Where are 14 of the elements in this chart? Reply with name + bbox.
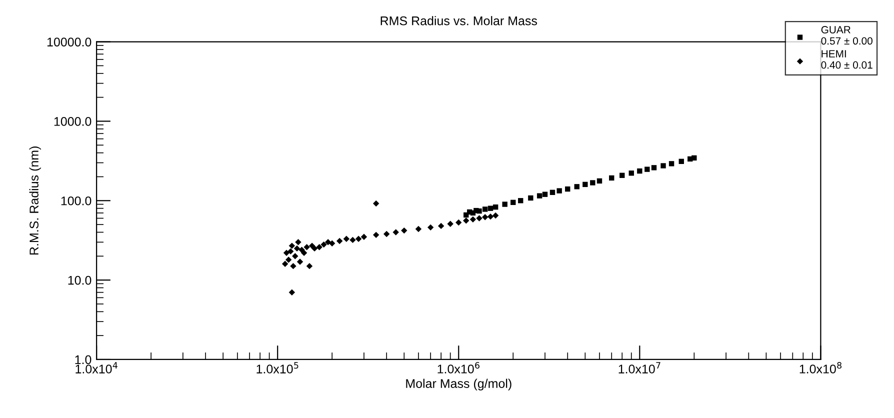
x-tick-label: 1.0x10$^{6}$ [438,362,480,374]
x-tick-label: 1.0x10$^{7}$ [618,362,660,374]
y-tick-label: 10.0 [68,276,92,285]
chart-title: RMS Radius vs. Molar Mass [380,16,538,26]
legend-label: GUAR 0.57 ± 0.00 [821,26,872,45]
y-tick-label: 100.0 [61,196,92,206]
legend-label: HEMI 0.40 ± 0.01 [821,50,872,69]
y-tick-label: 10000.0 [47,38,92,46]
x-tick-label: 1.0x10$^{8}$ [800,362,842,374]
y-tick-label: 1.0 [75,355,92,364]
y-axis-title: R.M.S. Radius (nm) [29,146,41,254]
y-tick-label: 1000.0 [54,117,92,126]
x-axis-title: Molar Mass (g/mol) [406,378,512,390]
x-tick-label: 1.0x10$^{5}$ [256,362,298,374]
